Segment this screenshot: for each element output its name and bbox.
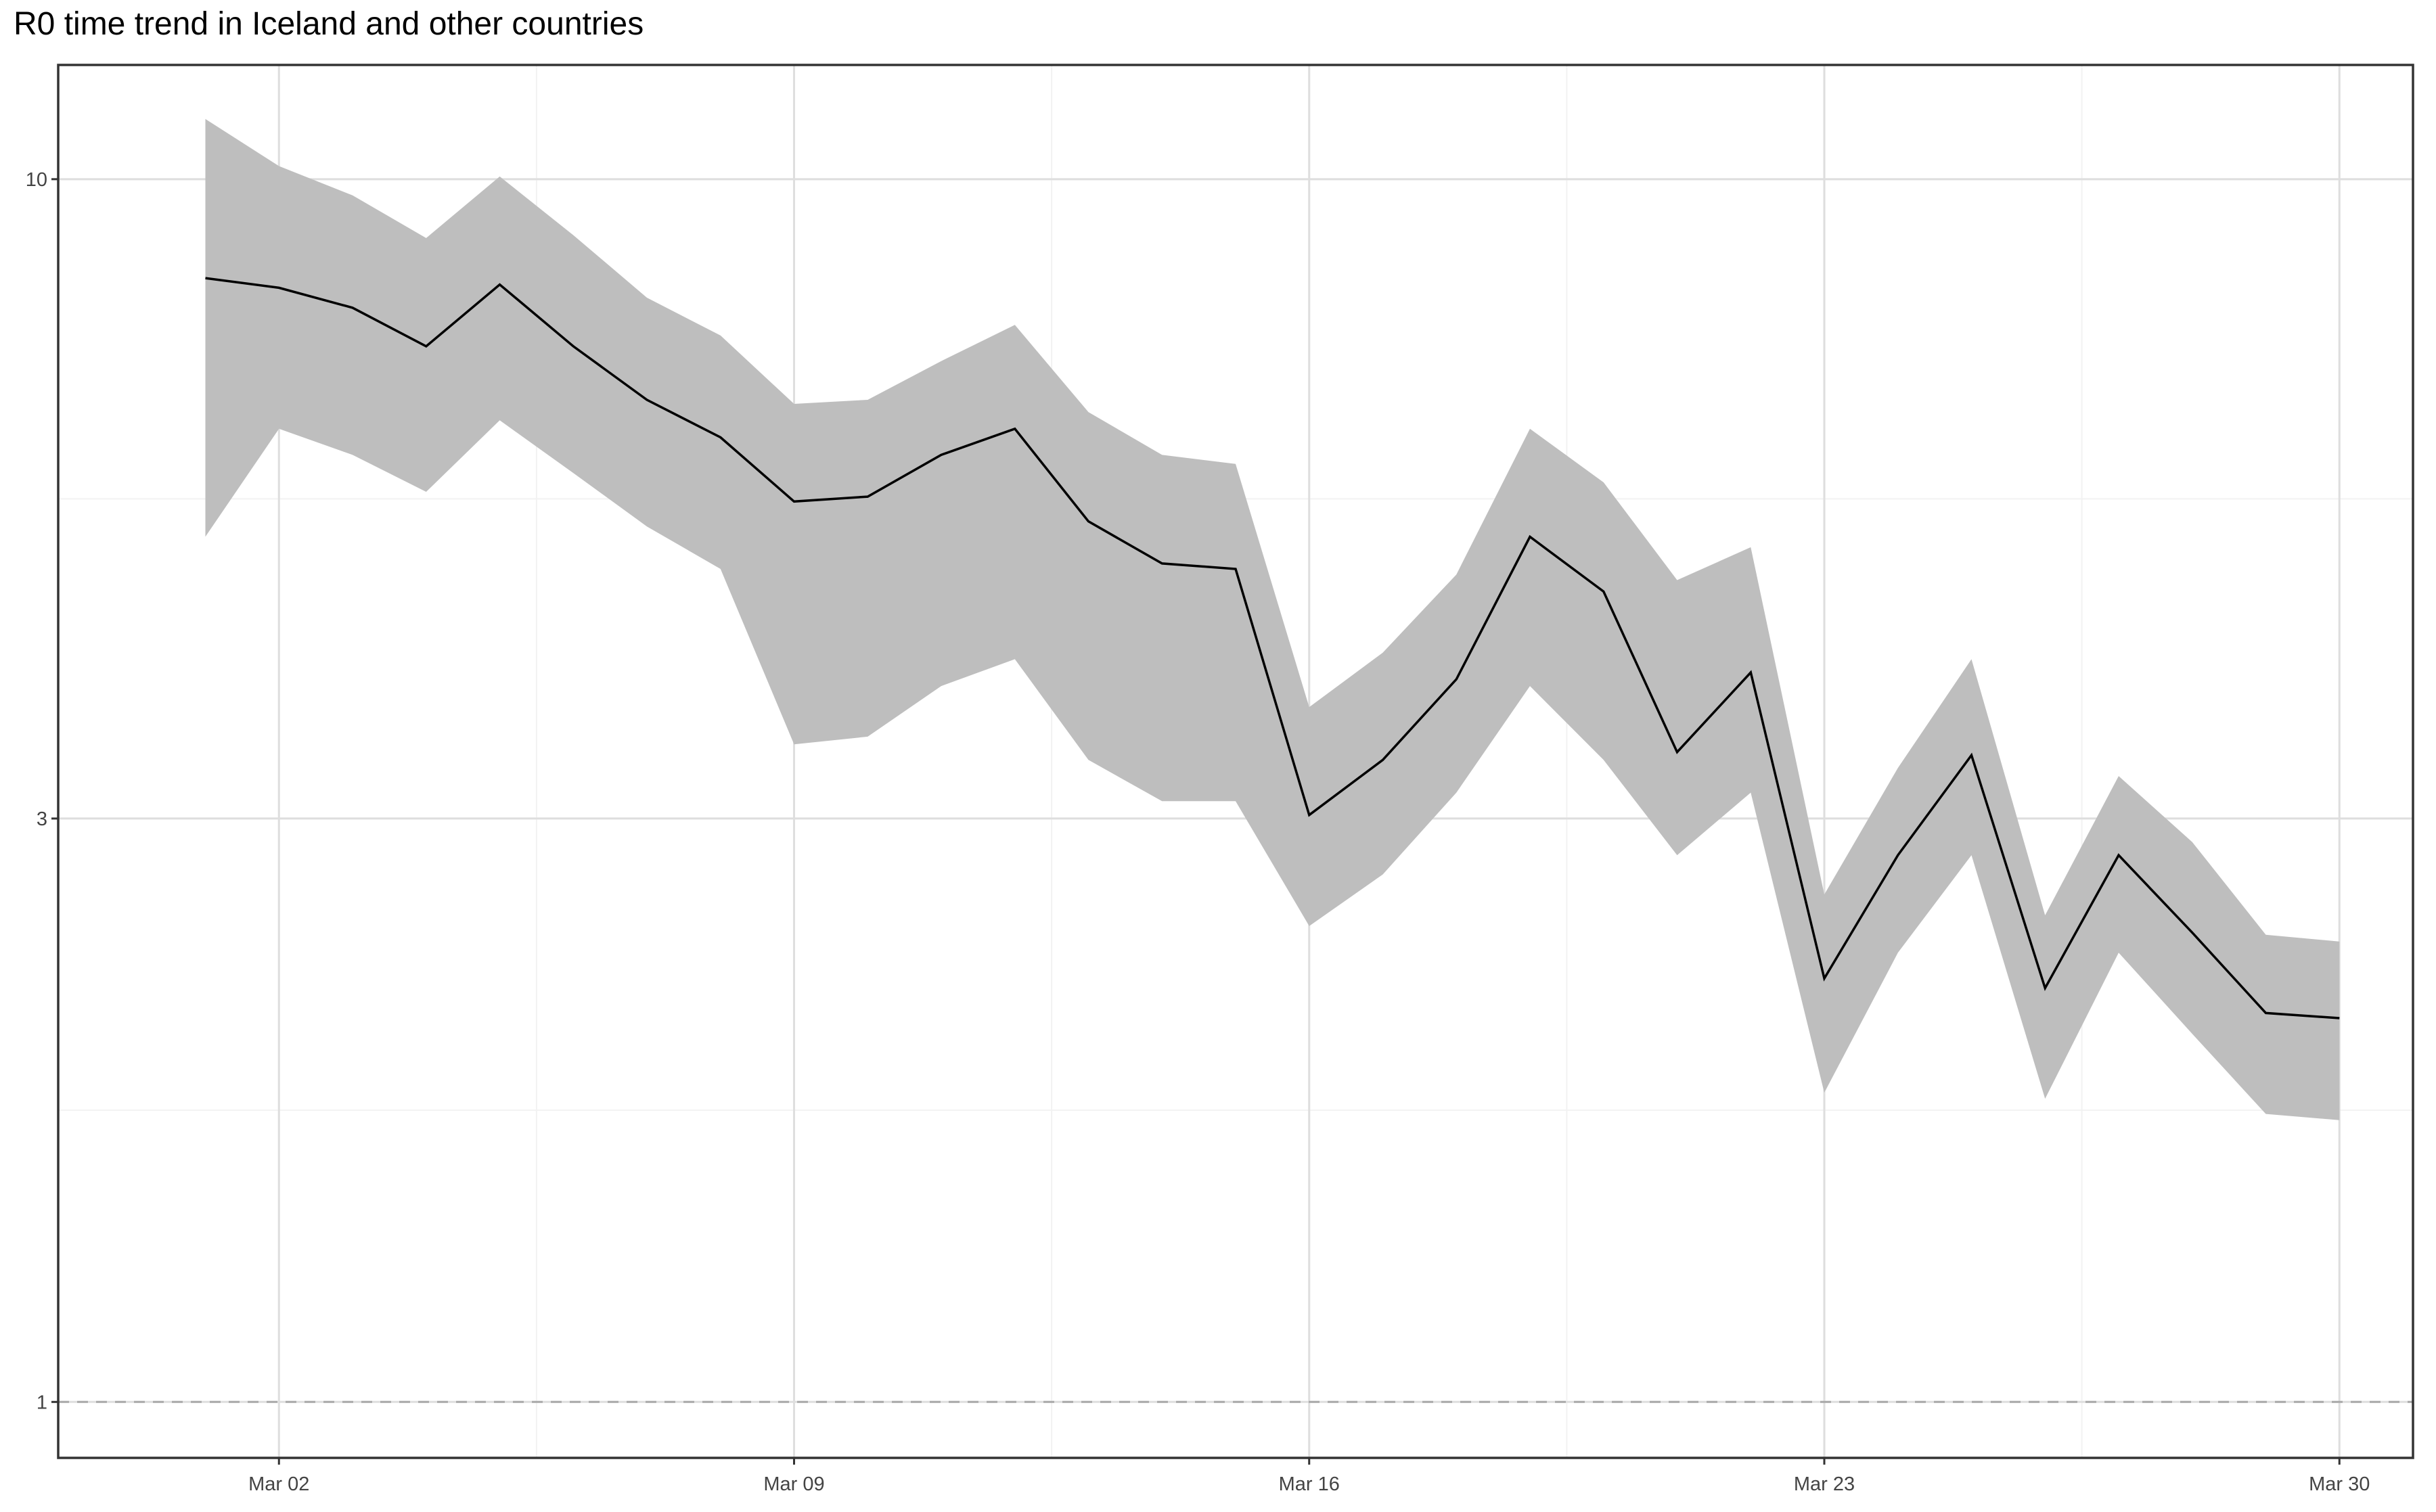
data-point	[1897, 854, 1899, 856]
x-tick-label: Mar 09	[763, 1473, 824, 1495]
data-point	[2118, 854, 2120, 856]
data-point	[499, 283, 501, 285]
data-point	[204, 277, 206, 279]
data-point	[278, 287, 280, 289]
plot-frame	[57, 64, 2414, 1459]
data-point	[1602, 591, 1604, 593]
series-line	[205, 277, 2340, 1020]
data-point	[1676, 751, 1678, 753]
data-point	[2044, 987, 2046, 989]
tick-layer: Mar 02 Mar 09 Mar 16 Mar 23 Mar 30 1 3 10	[26, 169, 2370, 1495]
chart-title: R0 time trend in Iceland and other count…	[14, 6, 644, 42]
data-point	[2339, 1017, 2341, 1019]
data-point	[1750, 671, 1752, 673]
x-tick-label: Mar 16	[1279, 1473, 1340, 1495]
y-tick-label: 10	[26, 169, 47, 191]
data-point	[719, 436, 721, 438]
data-point	[1161, 562, 1163, 564]
frame-layer	[57, 64, 2414, 1459]
data-point	[867, 496, 869, 498]
x-tick-label: Mar 23	[1794, 1473, 1855, 1495]
data-point	[2265, 1012, 2267, 1014]
data-point	[1824, 978, 1826, 980]
data-point	[1456, 678, 1458, 680]
data-point	[941, 454, 943, 456]
data-point	[1014, 428, 1016, 430]
data-point	[1970, 754, 1972, 756]
data-point	[1529, 536, 1531, 538]
data-point	[1308, 814, 1310, 816]
line-layer	[205, 277, 2340, 1020]
data-point	[793, 501, 795, 503]
data-point	[1087, 520, 1089, 522]
ribbon-layer	[205, 118, 2340, 1120]
data-point	[572, 345, 574, 347]
y-tick-label: 3	[37, 808, 47, 830]
data-point	[646, 399, 648, 401]
y-tick-label: 1	[37, 1392, 47, 1413]
data-point	[1382, 759, 1384, 761]
data-point	[425, 345, 427, 347]
confidence-ribbon	[205, 118, 2340, 1120]
x-tick-label: Mar 02	[248, 1473, 309, 1495]
x-tick-label: Mar 30	[2309, 1473, 2370, 1495]
data-point	[352, 306, 354, 308]
data-point	[1235, 568, 1237, 570]
data-point	[2191, 932, 2193, 934]
